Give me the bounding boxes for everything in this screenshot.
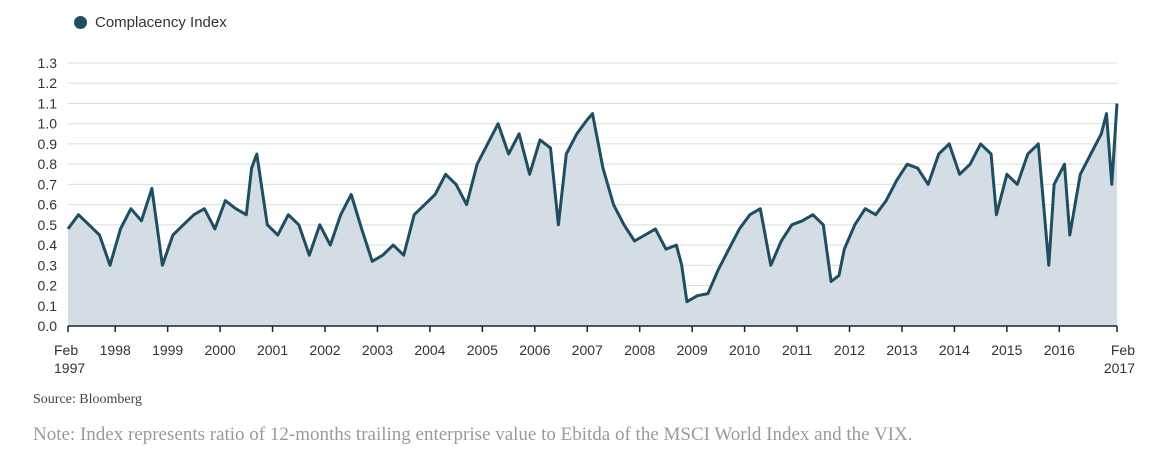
legend-label: Complacency Index <box>95 14 227 31</box>
x-tick-label: 1999 <box>152 342 183 358</box>
x-tick-label: 2004 <box>414 342 445 358</box>
x-tick-label: 2007 <box>572 342 603 358</box>
series-area <box>68 103 1117 326</box>
y-tick-label: 0.8 <box>38 156 58 172</box>
x-tick-label: 2012 <box>834 342 865 358</box>
x-tick-label: 2015 <box>991 342 1022 358</box>
x-tick-label: 2006 <box>519 342 550 358</box>
y-axis: 0.0 0.1 0.2 0.3 0.4 0.5 0.6 0.7 0.8 0.9 1.0 1.1 1.2 1… <box>38 55 58 334</box>
x-tick-label: 2003 <box>362 342 393 358</box>
y-tick-label: 0.1 <box>38 298 58 314</box>
x-tick-label: 2016 <box>1044 342 1075 358</box>
y-tick-label: 0.5 <box>38 217 58 233</box>
y-tick-label: 0.9 <box>38 136 58 152</box>
x-tick-label: 2001 <box>257 342 288 358</box>
y-tick-label: 0.3 <box>38 257 58 273</box>
footnote: Note: Index represents ratio of 12-month… <box>33 424 913 445</box>
x-tick-label: 2002 <box>309 342 340 358</box>
legend: Complacency Index <box>74 14 227 31</box>
x-tick-label: 2009 <box>677 342 708 358</box>
y-tick-label: 0.6 <box>38 197 58 213</box>
x-tick-label: 2000 <box>205 342 236 358</box>
x-tick-label: 2010 <box>729 342 760 358</box>
x-tick-label: 2005 <box>467 342 498 358</box>
x-tick-label: Feb <box>1111 342 1135 358</box>
source-note: Source: Bloomberg <box>33 392 143 407</box>
y-tick-label: 0.0 <box>38 318 58 334</box>
x-tick-label: Feb <box>54 342 78 358</box>
y-tick-label: 0.7 <box>38 176 58 192</box>
y-tick-label: 1.2 <box>38 75 58 91</box>
x-tick-label: 2013 <box>886 342 917 358</box>
x-tick-label-year: 1997 <box>54 360 85 376</box>
x-axis: Feb 1997 1998 1999 2000 2001 2002 2003 2004 2005 2… <box>54 325 1135 376</box>
x-tick-label: 1998 <box>100 342 131 358</box>
y-tick-label: 0.2 <box>38 278 58 294</box>
y-tick-label: 1.0 <box>38 116 58 132</box>
x-tick-label-year: 2017 <box>1104 360 1135 376</box>
y-tick-label: 1.3 <box>38 55 58 71</box>
series-line <box>66 103 1119 304</box>
x-tick-label: 2011 <box>782 342 812 358</box>
x-tick-label: 2014 <box>939 342 970 358</box>
y-tick-label: 0.4 <box>38 237 58 253</box>
legend-marker <box>74 16 87 29</box>
x-tick-label: 2008 <box>624 342 655 358</box>
y-tick-label: 1.1 <box>38 95 58 111</box>
